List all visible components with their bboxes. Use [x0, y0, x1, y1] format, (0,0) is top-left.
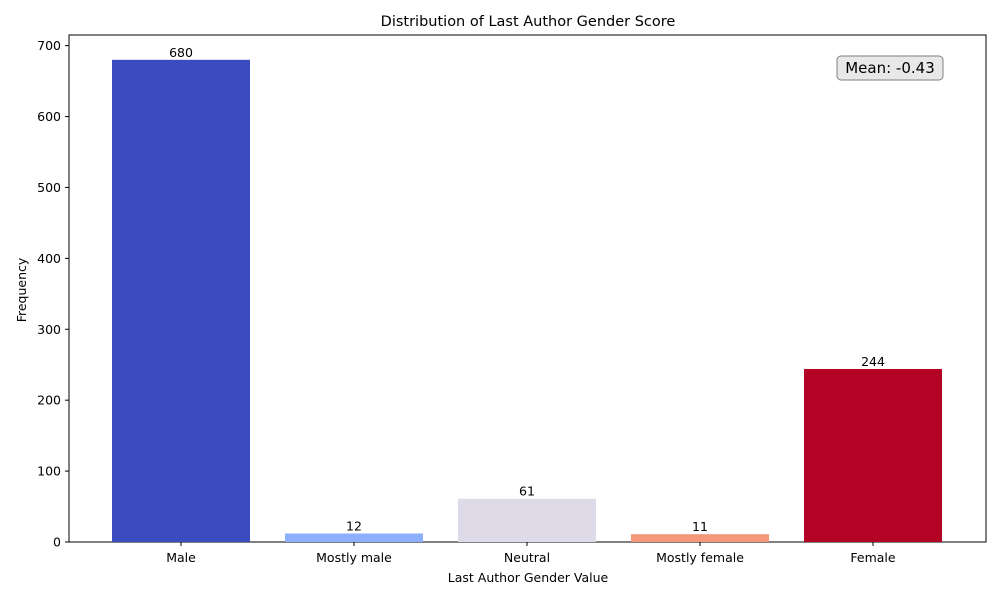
y-tick-label: 100: [37, 464, 61, 479]
mean-annotation-text: Mean: -0.43: [845, 59, 935, 77]
y-tick-label: 0: [53, 535, 61, 550]
y-tick-label: 400: [37, 251, 61, 266]
bar-mostly-female: [631, 534, 769, 542]
x-tick-label: Mostly female: [656, 550, 744, 565]
y-tick-label: 200: [37, 393, 61, 408]
bar-male: [112, 59, 250, 543]
x-tick-label: Neutral: [504, 550, 550, 565]
mean-annotation-box: [836, 55, 944, 81]
bars-group: [112, 59, 942, 543]
y-tick-label: 300: [37, 322, 61, 337]
y-tick-label: 700: [37, 38, 61, 53]
y-tick-label: 500: [37, 180, 61, 195]
x-axis-label: Last Author Gender Value: [448, 570, 609, 585]
bar-mostly-male: [285, 533, 423, 542]
bar-neutral: [458, 498, 596, 542]
x-tick-label: Male: [166, 550, 196, 565]
bar-value-label: 680: [169, 45, 193, 60]
bar-value-label: 11: [692, 519, 708, 534]
bar-value-label: 61: [519, 484, 535, 499]
chart-title: Distribution of Last Author Gender Score: [381, 14, 676, 30]
y-axis-label: Frequency: [14, 257, 29, 322]
x-tick-label: Female: [850, 550, 896, 565]
mean-annotation: Mean: -0.43: [836, 55, 944, 81]
bar-value-label: 12: [346, 518, 362, 533]
bar-female: [804, 368, 942, 542]
x-axis: Male Mostly male Neutral Mostly female Femal…: [166, 542, 896, 565]
y-tick-label: 600: [37, 109, 61, 124]
y-axis: 0 100 200 300 400 500 600 700: [37, 38, 69, 550]
bar-labels-group: 680 12 61 11 244: [169, 45, 885, 534]
x-tick-label: Mostly male: [316, 550, 392, 565]
bar-value-label: 244: [861, 354, 885, 369]
